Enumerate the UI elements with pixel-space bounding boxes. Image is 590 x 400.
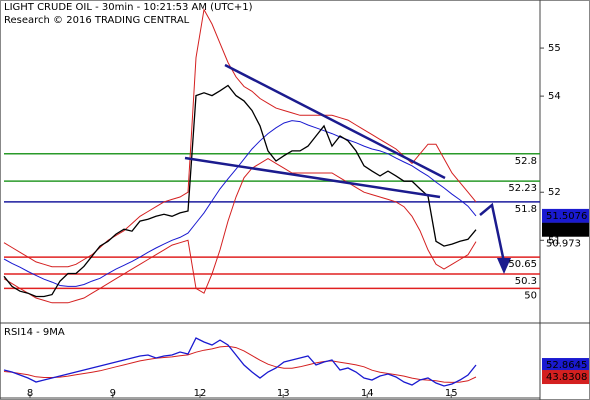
chart-subtitle: Research © 2016 TRADING CENTRAL bbox=[4, 15, 190, 26]
y-tick-label: 52 bbox=[548, 187, 561, 198]
last-value-label: 51.5076 bbox=[546, 211, 587, 222]
series-line bbox=[3, 8, 477, 268]
y-tick-label: 55 bbox=[548, 43, 561, 54]
last-value-box bbox=[542, 358, 589, 373]
trendlines bbox=[184, 63, 511, 274]
level-label: 50 bbox=[524, 290, 537, 301]
forecast-arrow bbox=[479, 202, 506, 263]
lower-trendline bbox=[184, 156, 441, 199]
overlay: 51 52 54 55 52.8 52.23 51.8 50.65 50.3 50 8 9 12 13 14… bbox=[27, 43, 589, 399]
level-label: 52.23 bbox=[508, 183, 537, 194]
last-value-label: 43.8308 bbox=[546, 372, 587, 383]
upper-trendline bbox=[224, 63, 446, 180]
x-tick-label: 14 bbox=[361, 388, 374, 399]
x-tick-label: 13 bbox=[277, 388, 290, 399]
last-value-label: 51.22 bbox=[546, 225, 575, 236]
series-line bbox=[3, 337, 477, 387]
last-value-label: 52.8645 bbox=[546, 360, 587, 371]
arrow-head bbox=[497, 258, 511, 274]
level-label: 51.8 bbox=[515, 204, 537, 215]
level-label: 50.65 bbox=[508, 259, 537, 270]
level-label: 50.3 bbox=[515, 276, 537, 287]
last-value-box bbox=[542, 370, 589, 385]
x-tick-label: 8 bbox=[27, 388, 33, 399]
last-value-box bbox=[542, 208, 589, 223]
y-tick-label: 51 bbox=[548, 235, 561, 246]
series-line bbox=[3, 120, 477, 287]
x-tick-label: 9 bbox=[110, 388, 116, 399]
series-line bbox=[3, 84, 477, 298]
last-value-label: 50.973 bbox=[546, 239, 581, 250]
price-plot bbox=[3, 8, 540, 304]
rsi-title: RSI14 - 9MA bbox=[4, 327, 65, 338]
series-line bbox=[3, 158, 477, 304]
x-tick-label: 12 bbox=[194, 388, 207, 399]
chart-title: LIGHT CRUDE OIL - 30min - 10:21:53 AM (U… bbox=[4, 2, 253, 13]
x-tick-label: 15 bbox=[445, 388, 458, 399]
level-label: 52.8 bbox=[515, 156, 537, 167]
y-tick-label: 54 bbox=[548, 91, 561, 102]
rsi-plot bbox=[3, 337, 477, 387]
series-line bbox=[3, 345, 477, 383]
last-value-box bbox=[542, 222, 589, 237]
